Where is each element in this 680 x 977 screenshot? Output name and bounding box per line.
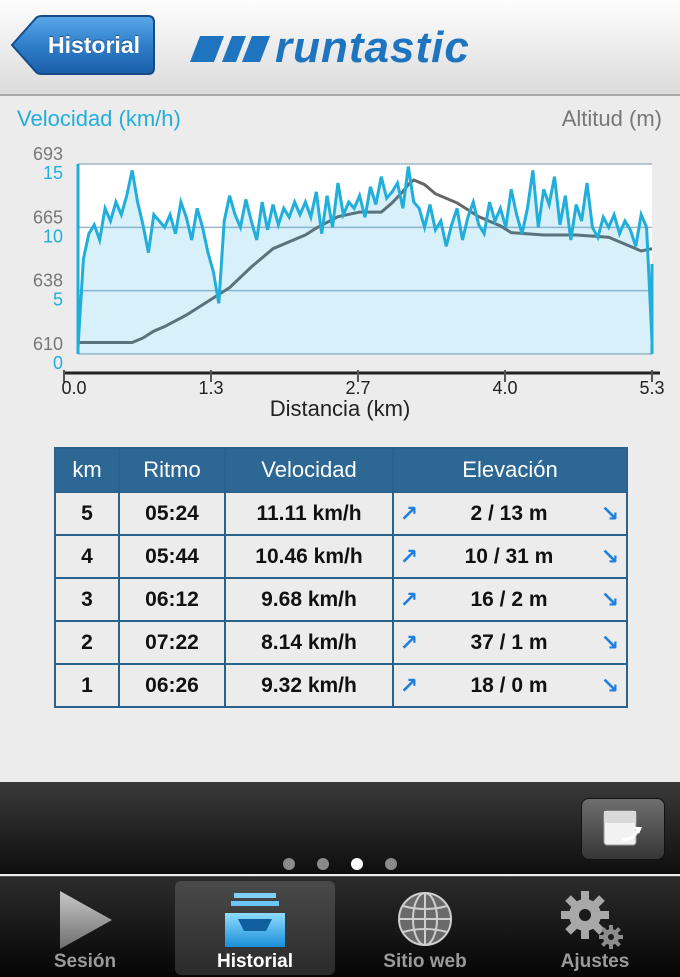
tab-settings-label: Ajustes bbox=[560, 951, 630, 972]
cell-pace: 06:26 bbox=[118, 663, 224, 706]
column-header-pace: Ritmo bbox=[118, 449, 224, 491]
x-tick-label: 0.0 bbox=[61, 378, 86, 398]
runtastic-logo-text: runtastic bbox=[275, 23, 470, 72]
y-right-tick-label: 638 bbox=[33, 271, 63, 291]
elevation-up-icon: ↗ bbox=[392, 577, 424, 620]
page-dot[interactable] bbox=[351, 858, 363, 870]
cell-elevation: 16 / 2 m bbox=[424, 577, 594, 620]
cell-km: 5 bbox=[56, 491, 118, 534]
y-left-tick-label: 0 bbox=[53, 353, 63, 373]
table-row[interactable]: 2 07:22 8.14 km/h ↗ 37 / 1 m ↘ bbox=[56, 620, 626, 663]
x-tick-label: 2.7 bbox=[345, 378, 370, 398]
speed-series-line bbox=[76, 166, 654, 348]
cell-speed: 11.11 km/h bbox=[224, 491, 392, 534]
elevation-down-icon: ↘ bbox=[594, 577, 626, 620]
tab-session-label: Sesión bbox=[53, 951, 117, 972]
column-header-elevation: Elevación bbox=[392, 449, 626, 491]
tab-website[interactable]: Sitio web bbox=[345, 881, 505, 975]
elevation-up-icon: ↗ bbox=[392, 534, 424, 577]
column-header-speed: Velocidad bbox=[224, 449, 392, 491]
altitude-series-line bbox=[78, 178, 653, 345]
cell-elevation: 2 / 13 m bbox=[424, 491, 594, 534]
cell-km: 1 bbox=[56, 663, 118, 706]
cell-pace: 05:24 bbox=[118, 491, 224, 534]
action-bar bbox=[0, 782, 680, 874]
gear-icon bbox=[561, 891, 623, 949]
elevation-up-icon: ↗ bbox=[392, 620, 424, 663]
page-indicator[interactable] bbox=[0, 858, 680, 874]
cell-speed: 9.68 km/h bbox=[224, 577, 392, 620]
table-row[interactable]: 1 06:26 9.32 km/h ↗ 18 / 0 m ↘ bbox=[56, 663, 626, 706]
cell-km: 4 bbox=[56, 534, 118, 577]
nav-header: Historial runtastic bbox=[0, 0, 680, 96]
table-row[interactable]: 4 05:44 10.46 km/h ↗ 10 / 31 m ↘ bbox=[56, 534, 626, 577]
x-axis-title: Distancia (km) bbox=[270, 396, 411, 421]
runtastic-logo-mark-icon bbox=[190, 36, 270, 62]
x-tick-label: 4.0 bbox=[492, 378, 517, 398]
back-button[interactable]: Historial bbox=[10, 15, 155, 75]
cell-elevation: 10 / 31 m bbox=[424, 534, 594, 577]
tab-session[interactable]: Sesión bbox=[5, 881, 165, 975]
page-dot[interactable] bbox=[317, 858, 329, 870]
y-left-tick-label: 5 bbox=[53, 290, 63, 310]
elevation-down-icon: ↘ bbox=[594, 663, 626, 706]
cell-elevation: 18 / 0 m bbox=[424, 663, 594, 706]
tab-history-label: Historial bbox=[216, 951, 294, 972]
back-button-shape bbox=[10, 15, 155, 75]
y-left-tick-label: 10 bbox=[43, 226, 63, 246]
share-button[interactable] bbox=[581, 798, 665, 860]
cell-km: 3 bbox=[56, 577, 118, 620]
elevation-up-icon: ↗ bbox=[392, 491, 424, 534]
table-header-row: km Ritmo Velocidad Elevación bbox=[56, 449, 626, 491]
elevation-down-icon: ↘ bbox=[594, 534, 626, 577]
y-right-tick-label: 610 bbox=[33, 334, 63, 354]
table-row[interactable]: 3 06:12 9.68 km/h ↗ 16 / 2 m ↘ bbox=[56, 577, 626, 620]
page-dot[interactable] bbox=[385, 858, 397, 870]
column-header-km: km bbox=[56, 449, 118, 491]
tab-settings[interactable]: Ajustes bbox=[515, 881, 675, 975]
elevation-down-icon: ↘ bbox=[594, 620, 626, 663]
y-left-tick-label: 15 bbox=[43, 163, 63, 183]
cell-speed: 9.32 km/h bbox=[224, 663, 392, 706]
table-row[interactable]: 5 05:24 11.11 km/h ↗ 2 / 13 m ↘ bbox=[56, 491, 626, 534]
speed-altitude-chart: 693 15 665 10 638 5 610 0 0.0 1.3 2.7 4.0 5.3 Distanc… bbox=[0, 98, 680, 438]
cell-pace: 07:22 bbox=[118, 620, 224, 663]
speed-axis-title: Velocidad (km/h) bbox=[17, 106, 181, 131]
back-button-label: Historial bbox=[47, 32, 141, 58]
cell-speed: 8.14 km/h bbox=[224, 620, 392, 663]
page-dot[interactable] bbox=[283, 858, 295, 870]
splits-table: km Ritmo Velocidad Elevación 5 05:24 11.11… bbox=[54, 447, 628, 708]
altitude-axis-title: Altitud (m) bbox=[561, 106, 662, 131]
cell-km: 2 bbox=[56, 620, 118, 663]
y-right-tick-label: 665 bbox=[33, 207, 63, 227]
x-tick-label: 1.3 bbox=[198, 378, 223, 398]
x-tick-label: 5.3 bbox=[639, 378, 664, 398]
cell-pace: 05:44 bbox=[118, 534, 224, 577]
runtastic-logo: runtastic bbox=[190, 22, 480, 74]
elevation-up-icon: ↗ bbox=[392, 663, 424, 706]
tab-website-label: Sitio web bbox=[383, 951, 467, 972]
cell-elevation: 37 / 1 m bbox=[424, 620, 594, 663]
tab-history[interactable]: Historial bbox=[175, 881, 335, 975]
elevation-down-icon: ↘ bbox=[594, 491, 626, 534]
cell-speed: 10.46 km/h bbox=[224, 534, 392, 577]
y-right-tick-label: 693 bbox=[33, 144, 63, 164]
play-icon bbox=[60, 891, 112, 949]
tab-bar: Sesión Historial Sitio web bbox=[0, 876, 680, 977]
share-icon bbox=[603, 810, 642, 846]
cell-pace: 06:12 bbox=[118, 577, 224, 620]
globe-icon bbox=[398, 892, 452, 946]
inbox-tray-icon bbox=[225, 893, 285, 947]
